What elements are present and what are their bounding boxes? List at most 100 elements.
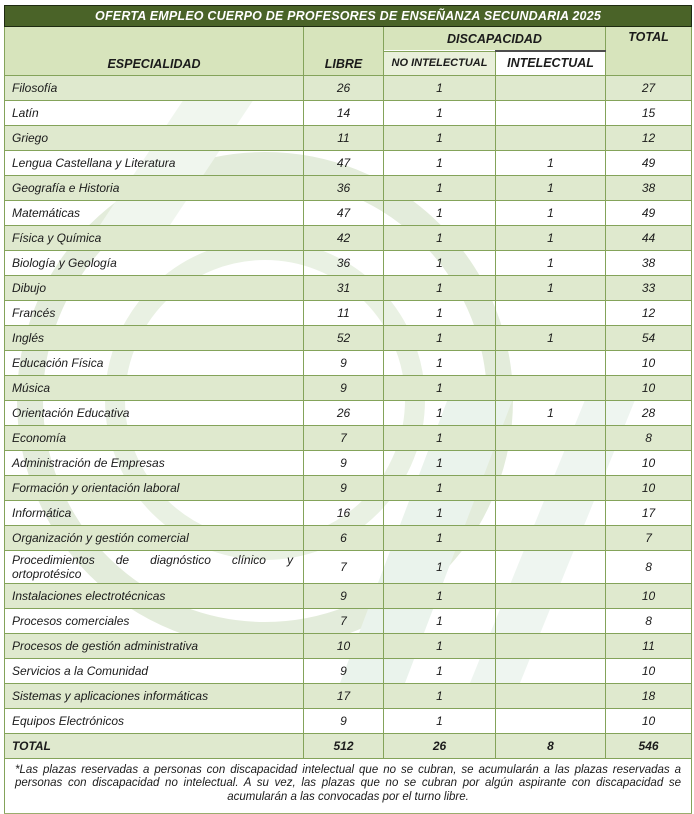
- cell-libre: 11: [303, 299, 384, 326]
- cell-intelectual: [495, 632, 606, 659]
- cell-libre: 26: [303, 74, 384, 101]
- cell-especialidad: Administración de Empresas: [4, 449, 304, 476]
- cell-intelectual: 1: [495, 174, 606, 201]
- cell-libre: 9: [303, 374, 384, 401]
- cell-no-intelectual: 1: [383, 524, 496, 551]
- cell-intelectual: 1: [495, 224, 606, 251]
- column-header-especialidad: ESPECIALIDAD: [4, 26, 304, 76]
- cell-total: 12: [604, 124, 693, 151]
- cell-libre: 16: [303, 499, 384, 526]
- table-row: Lengua Castellana y Literatura 47 1 1 49: [4, 149, 693, 176]
- cell-libre: 14: [303, 99, 384, 126]
- table-row: Matemáticas 47 1 1 49: [4, 199, 693, 226]
- cell-no-intelectual: 1: [383, 149, 496, 176]
- total-total: 546: [604, 732, 693, 759]
- cell-libre: 9: [303, 449, 384, 476]
- cell-intelectual: [495, 549, 606, 584]
- cell-libre: 47: [303, 149, 384, 176]
- document-page: { "title": "OFERTA EMPLEO CUERPO DE PROF…: [3, 5, 693, 814]
- cell-no-intelectual: 1: [383, 324, 496, 351]
- cell-libre: 7: [303, 549, 384, 584]
- cell-total: 54: [604, 324, 693, 351]
- cell-especialidad: Instalaciones electrotécnicas: [4, 582, 304, 609]
- header-row-sub: NO INTELECTUAL INTELECTUAL: [5, 50, 692, 76]
- cell-especialidad: Procesos de gestión administrativa: [4, 632, 304, 659]
- table-row: Educación Física 9 1 10: [4, 349, 693, 376]
- cell-total: 44: [604, 224, 693, 251]
- cell-no-intelectual: 1: [383, 549, 496, 584]
- cell-intelectual: 1: [495, 249, 606, 276]
- cell-no-intelectual: 1: [383, 632, 496, 659]
- table-row: Dibujo 31 1 1 33: [4, 274, 693, 301]
- cell-intelectual: 1: [495, 199, 606, 226]
- cell-no-intelectual: 1: [383, 199, 496, 226]
- cell-no-intelectual: 1: [383, 657, 496, 684]
- table-row: Física y Química 42 1 1 44: [4, 224, 693, 251]
- offer-table: OFERTA EMPLEO CUERPO DE PROFESORES DE EN…: [3, 5, 693, 814]
- cell-libre: 7: [303, 607, 384, 634]
- cell-total: 49: [604, 199, 693, 226]
- cell-no-intelectual: 1: [383, 682, 496, 709]
- table-row: Informática 16 1 17: [4, 499, 693, 526]
- cell-libre: 9: [303, 707, 384, 734]
- footnote-row: *Las plazas reservadas a personas con di…: [3, 757, 693, 814]
- column-header-no-intelectual: NO INTELECTUAL: [383, 50, 496, 76]
- cell-intelectual: 1: [495, 149, 606, 176]
- cell-intelectual: 1: [495, 274, 606, 301]
- cell-total: 10: [604, 582, 693, 609]
- cell-total: 12: [604, 299, 693, 326]
- title-row: OFERTA EMPLEO CUERPO DE PROFESORES DE EN…: [3, 5, 693, 27]
- total-no-intelectual: 26: [383, 732, 496, 759]
- cell-no-intelectual: 1: [383, 299, 496, 326]
- table-row: Instalaciones electrotécnicas 9 1 10: [4, 582, 693, 609]
- cell-total: 10: [604, 449, 693, 476]
- cell-no-intelectual: 1: [383, 374, 496, 401]
- total-libre: 512: [303, 732, 384, 759]
- header-row-top: ESPECIALIDAD LIBRE DISCAPACIDAD TOTAL: [4, 26, 693, 76]
- cell-libre: 9: [303, 474, 384, 501]
- total-intelectual: 8: [495, 732, 606, 759]
- cell-intelectual: [495, 582, 606, 609]
- cell-total: 10: [604, 474, 693, 501]
- table-row: Griego 11 1 12: [4, 124, 693, 151]
- table-row: Latín 14 1 15: [4, 99, 693, 126]
- cell-intelectual: [495, 99, 606, 126]
- cell-total: 15: [604, 99, 693, 126]
- cell-no-intelectual: 1: [383, 707, 496, 734]
- cell-total: 8: [604, 607, 693, 634]
- cell-intelectual: [495, 449, 606, 476]
- table-row: Procesos de gestión administrativa 10 1 11: [4, 632, 693, 659]
- cell-especialidad: Procesos comerciales: [4, 607, 304, 634]
- table-body: Filosofía 26 1 27 Latín 14 1 15 Griego 11 1 12 Lengu…: [4, 74, 693, 734]
- cell-intelectual: [495, 524, 606, 551]
- cell-especialidad: Matemáticas: [4, 199, 304, 226]
- cell-especialidad: Organización y gestión comercial: [4, 524, 304, 551]
- cell-total: 8: [604, 424, 693, 451]
- cell-total: 27: [604, 74, 693, 101]
- cell-intelectual: [495, 374, 606, 401]
- cell-intelectual: 1: [495, 399, 606, 426]
- cell-libre: 9: [303, 349, 384, 376]
- cell-total: 10: [604, 349, 693, 376]
- cell-total: 8: [604, 549, 693, 584]
- cell-no-intelectual: 1: [383, 582, 496, 609]
- cell-no-intelectual: 1: [383, 124, 496, 151]
- cell-no-intelectual: 1: [383, 99, 496, 126]
- table-row: Procesos comerciales 7 1 8: [4, 607, 693, 634]
- cell-libre: 11: [303, 124, 384, 151]
- cell-especialidad: Equipos Electrónicos: [4, 707, 304, 734]
- cell-total: 28: [604, 399, 693, 426]
- cell-especialidad: Francés: [4, 299, 304, 326]
- cell-no-intelectual: 1: [383, 74, 496, 101]
- offer-table-container: OFERTA EMPLEO CUERPO DE PROFESORES DE EN…: [3, 5, 693, 814]
- cell-total: 17: [604, 499, 693, 526]
- cell-especialidad: Física y Química: [4, 224, 304, 251]
- cell-especialidad: Formación y orientación laboral: [4, 474, 304, 501]
- cell-no-intelectual: 1: [383, 474, 496, 501]
- cell-especialidad: Economía: [4, 424, 304, 451]
- cell-especialidad: Educación Física: [4, 349, 304, 376]
- cell-total: 33: [604, 274, 693, 301]
- cell-no-intelectual: 1: [383, 607, 496, 634]
- cell-total: 7: [604, 524, 693, 551]
- cell-especialidad: Griego: [4, 124, 304, 151]
